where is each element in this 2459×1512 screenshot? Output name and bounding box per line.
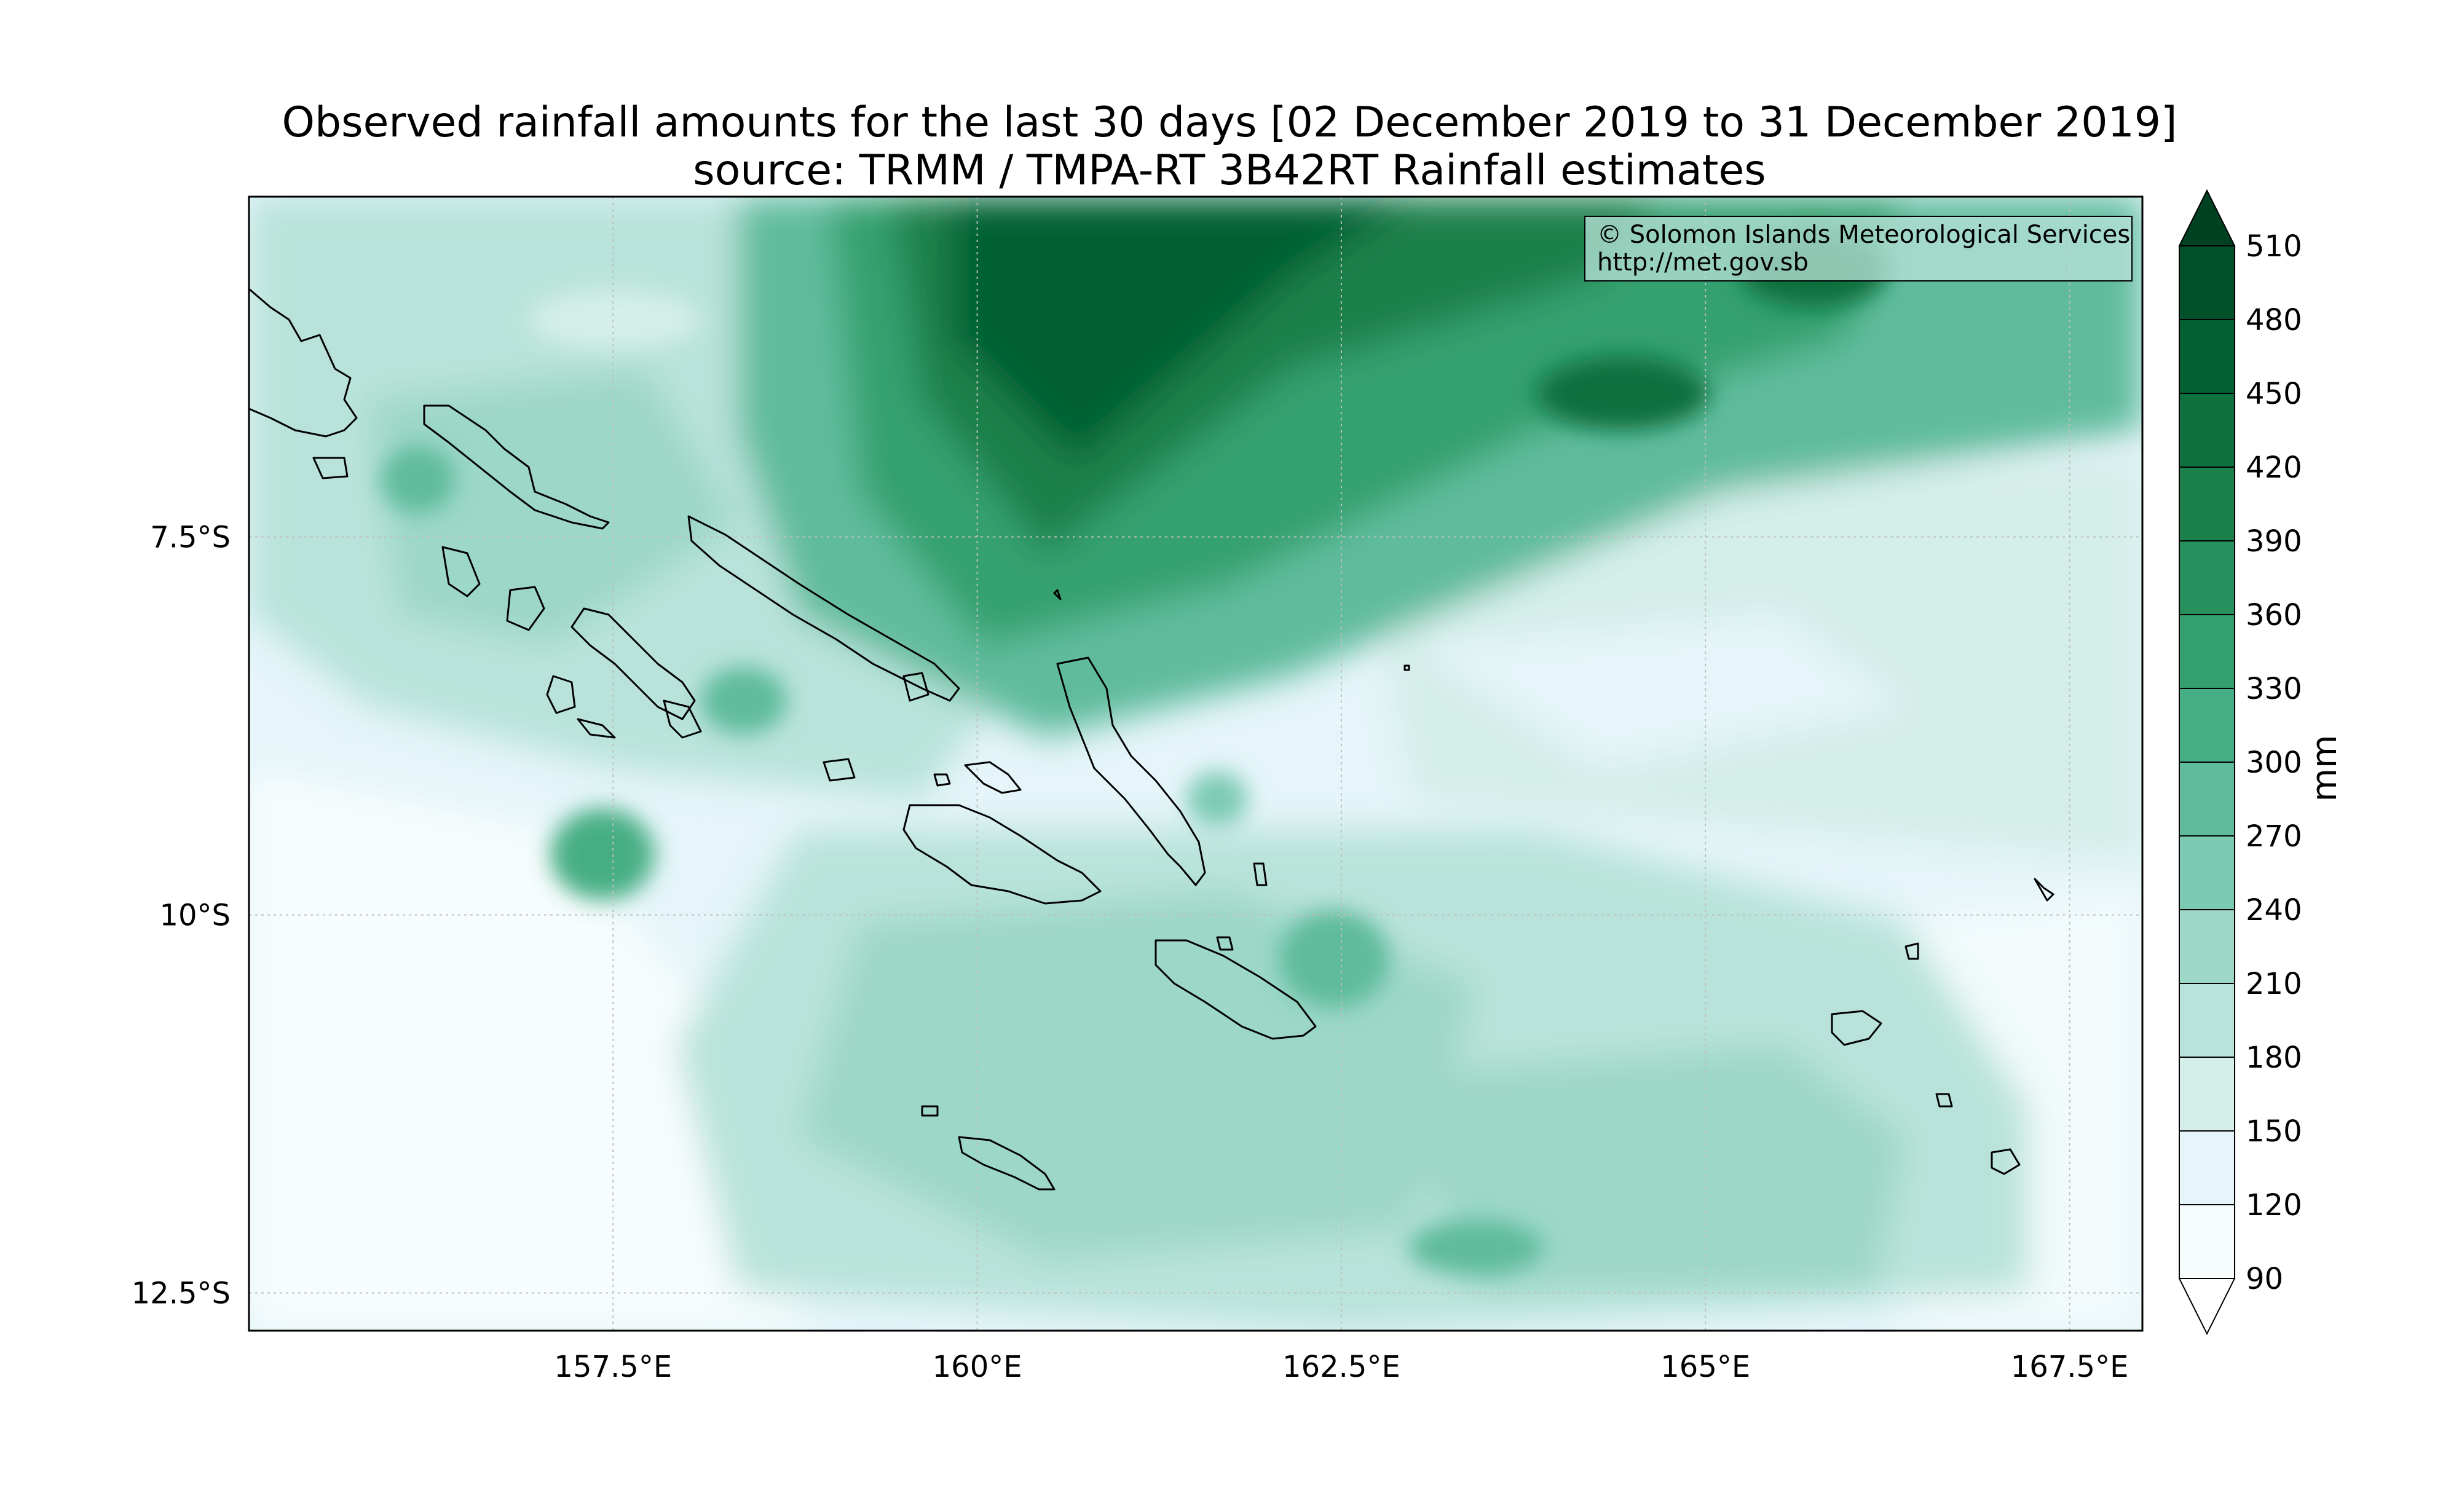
colorbar-extend-max	[2178, 189, 2236, 246]
lon-tick-label-4: 167.5°E	[2011, 1350, 2129, 1384]
colorbar-bin-1	[2179, 1130, 2235, 1205]
lat-tick-label-0: 7.5°S	[150, 521, 231, 555]
coast-ontong-java	[1053, 589, 1062, 600]
coast-rennell	[958, 1136, 1056, 1191]
colorbar-tick-label-7: 300	[2246, 746, 2302, 780]
coast-choiseul-tip	[902, 672, 930, 702]
colorbar-bin-9	[2179, 540, 2235, 615]
latitude-tick-labels: 7.5°S 10°S 12.5°S	[132, 521, 231, 1311]
coast-vanikoro	[1991, 1148, 2021, 1175]
colorbar-tick-label-5: 240	[2246, 893, 2302, 927]
coast-malaita-small	[1253, 862, 1268, 886]
colorbar-unit-label: mm	[2305, 734, 2345, 801]
coast-duff-islands	[2034, 878, 2054, 902]
coast-guadalcanal	[902, 804, 1102, 905]
colorbar-tick-label-1: 120	[2246, 1188, 2302, 1223]
colorbar-bin-12	[2179, 319, 2235, 394]
credit-box: © Solomon Islands Meteorological Service…	[1584, 216, 2133, 282]
lon-tick-label-1: 160°E	[933, 1350, 1022, 1384]
lat-tick-label-1: 10°S	[159, 899, 231, 933]
coast-sikaiana	[1403, 664, 1410, 671]
colorbar: 90 120 150 180 210 240 270 300 330 360 390 420 450 48…	[2178, 189, 2302, 1336]
coastlines	[249, 288, 2054, 1191]
colorbar-tick-label-0: 90	[2246, 1262, 2283, 1296]
colorbar-bin-7	[2179, 688, 2235, 763]
coast-ugi	[1216, 936, 1234, 951]
colorbar-bin-4	[2179, 909, 2235, 984]
colorbar-bin-5	[2179, 835, 2235, 910]
rainfall-field	[249, 197, 2142, 1331]
credit-line-2: http://met.gov.sb	[1597, 248, 1809, 277]
coast-santa-cruz	[1831, 1010, 1882, 1046]
colorbar-bin-2	[2179, 1057, 2235, 1132]
coast-reef-islands	[1904, 942, 1919, 960]
colorbar-tick-label-2: 150	[2246, 1114, 2302, 1149]
colorbar-bin-0	[2179, 1204, 2235, 1279]
coast-bellona	[921, 1105, 939, 1117]
map-frame	[248, 195, 2144, 1332]
colorbar-bin-11	[2179, 393, 2235, 468]
coast-new-georgia	[570, 607, 696, 720]
coast-bougainville	[423, 404, 610, 530]
colorbar-tick-label-13: 480	[2246, 303, 2302, 337]
map-title-line-2: source: TRMM / TMPA-RT 3B42RT Rainfall e…	[693, 146, 1766, 195]
colorbar-tick-label-8: 330	[2246, 672, 2302, 706]
map-title-line-1: Observed rainfall amounts for the last 3…	[282, 98, 2177, 147]
colorbar-tick-label-9: 360	[2246, 598, 2302, 632]
colorbar-tick-label-14: 510	[2246, 229, 2302, 264]
longitude-tick-labels: 157.5°E 160°E 162.5°E 165°E 167.5°E	[554, 1350, 2128, 1384]
colorbar-extend-min	[2178, 1278, 2236, 1336]
coast-rendova	[546, 675, 576, 714]
coast-florida-islands	[964, 761, 1022, 794]
colorbar-tick-label-6: 270	[2246, 819, 2302, 854]
colorbar-tick-label-12: 450	[2246, 377, 2302, 411]
coast-shortlands	[441, 546, 481, 597]
colorbar-bin-3	[2179, 983, 2235, 1058]
coast-buka	[312, 457, 349, 479]
lat-tick-label-2: 12.5°S	[132, 1277, 231, 1311]
coast-utupua	[1935, 1093, 1953, 1108]
colorbar-bin-10	[2179, 467, 2235, 541]
coast-choiseul	[687, 515, 960, 702]
colorbar-tick-label-3: 180	[2246, 1041, 2302, 1075]
colorbar-bin-6	[2179, 762, 2235, 837]
coast-santa-isabel	[1056, 656, 1206, 886]
coast-vangunu	[663, 699, 702, 739]
colorbar-tick-label-11: 420	[2246, 451, 2302, 485]
coast-vella-lavella	[506, 586, 545, 631]
coast-russell-islands	[823, 758, 856, 782]
colorbar-tick-label-4: 210	[2246, 967, 2302, 1001]
coast-savo	[933, 773, 951, 787]
credit-line-1: © Solomon Islands Meteorological Service…	[1597, 221, 2130, 249]
colorbar-bin-8	[2179, 614, 2235, 689]
coast-tetepare	[577, 718, 616, 739]
coast-new-guinea	[249, 288, 358, 438]
colorbar-tick-label-10: 390	[2246, 524, 2302, 559]
lon-tick-label-3: 165°E	[1660, 1350, 1750, 1384]
credit-box-background	[1584, 216, 2133, 282]
lon-tick-label-2: 162.5°E	[1282, 1350, 1400, 1384]
coast-makira	[1155, 939, 1317, 1040]
lon-tick-label-0: 157.5°E	[554, 1350, 672, 1384]
colorbar-bin-13	[2179, 245, 2235, 320]
